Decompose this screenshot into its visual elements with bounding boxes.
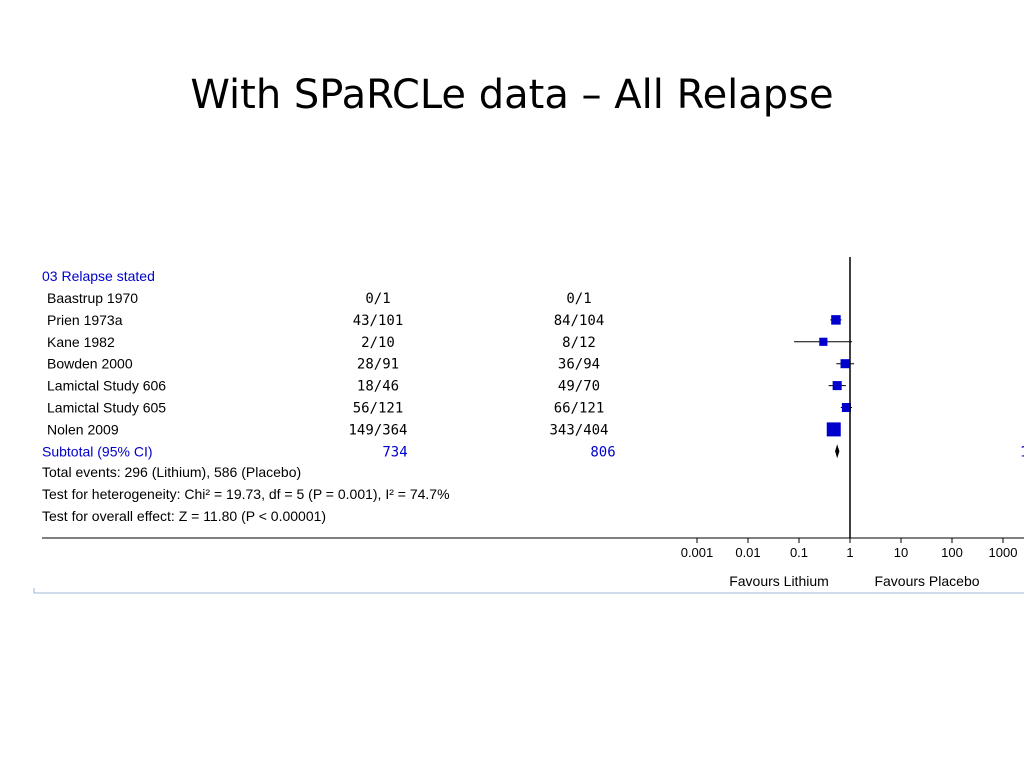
footer-line: Test for heterogeneity: Chi² = 19.73, df… [42, 486, 450, 502]
study-placebo-events: 8/12 [562, 335, 596, 351]
x-tick-label: 0.1 [790, 545, 808, 560]
study-placebo-events: 49/70 [558, 379, 600, 395]
x-axis-ticks: 0.001 0.01 0.1 1 10 100 1000 [681, 538, 1018, 560]
slide-title: With SPaRCLe data – All Relapse [190, 72, 834, 118]
footer-lines: Total events: 296 (Lithium), 586 (Placeb… [42, 464, 450, 524]
study-lithium-events: 0/1 [365, 291, 390, 307]
study-placebo-events: 66/121 [554, 401, 605, 417]
frame-border [33, 588, 1024, 594]
x-tick-label: 1 [846, 545, 853, 560]
study-name: Lamictal Study 606 [47, 378, 166, 394]
study-placebo-events: 84/104 [554, 313, 605, 329]
study-effect-marker [841, 402, 851, 413]
study-name: Kane 1982 [47, 334, 115, 350]
footer-line: Total events: 296 (Lithium), 586 (Placeb… [42, 464, 301, 480]
favours-placebo-label: Favours Placebo [874, 573, 979, 589]
study-lithium-events: 56/121 [353, 401, 404, 417]
study-effect-marker [832, 381, 842, 391]
study-placebo-events: 36/94 [558, 357, 600, 373]
x-tick-label: 0.001 [681, 545, 714, 560]
x-tick-label: 100 [941, 545, 963, 560]
subtotal-row: Subtotal (95% CI) 734 806 1 [42, 443, 1024, 460]
favours-lithium-label: Favours Lithium [729, 573, 829, 589]
study-effect-marker [819, 337, 828, 346]
study-placebo-events: 343/404 [549, 422, 608, 438]
study-placebo-events: 0/1 [566, 291, 591, 307]
x-tick-label: 10 [894, 545, 908, 560]
study-name: Nolen 2009 [47, 421, 119, 437]
x-tick-label: 1000 [989, 545, 1018, 560]
subtotal-trailing-value: 1 [1020, 444, 1024, 460]
subtotal-placebo-total: 806 [590, 444, 615, 460]
subtotal-label: Subtotal (95% CI) [42, 443, 153, 459]
study-lithium-events: 28/91 [357, 357, 399, 373]
subtotal-diamond [835, 444, 840, 459]
study-lithium-events: 2/10 [361, 335, 395, 351]
study-effect-marker [840, 359, 850, 369]
footer-line: Test for overall effect: Z = 11.80 (P < … [42, 508, 326, 524]
study-rows: Baastrup 1970 0/1 0/1 Prien 1973a 43/101 84/1… [47, 290, 855, 438]
subtotal-lithium-total: 734 [382, 444, 407, 460]
group-heading: 03 Relapse stated [42, 268, 155, 284]
study-lithium-events: 43/101 [353, 313, 404, 329]
study-effect-marker [831, 315, 841, 325]
study-name: Baastrup 1970 [47, 290, 138, 306]
study-name: Lamictal Study 605 [47, 400, 166, 416]
study-lithium-events: 149/364 [348, 422, 407, 438]
study-name: Bowden 2000 [47, 356, 133, 372]
study-name: Prien 1973a [47, 312, 123, 328]
x-tick-label: 0.01 [735, 545, 760, 560]
study-effect-marker [826, 422, 841, 437]
study-lithium-events: 18/46 [357, 379, 399, 395]
